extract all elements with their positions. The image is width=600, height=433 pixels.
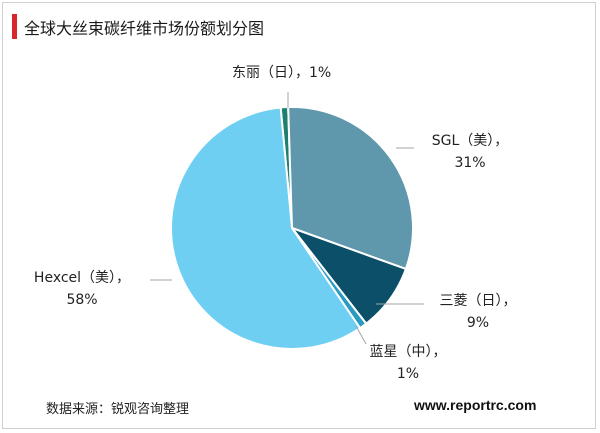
title-accent-bar <box>12 14 17 39</box>
label-sgl: SGL（美）， 31% <box>420 130 520 174</box>
label-toray-text: 东丽（日），1% <box>232 65 332 81</box>
label-bluestar: 蓝星（中）， 1% <box>358 341 458 385</box>
label-mitsubishi-name: 三菱（日）， <box>439 293 517 309</box>
label-bluestar-value: 1% <box>396 366 420 382</box>
slice-hexcel <box>170 106 362 351</box>
label-sgl-name: SGL（美）， <box>431 133 509 149</box>
label-sgl-value: 31% <box>454 155 486 171</box>
website-url: www.reportrc.com <box>414 397 537 413</box>
label-mitsubishi-value: 9% <box>466 315 490 331</box>
label-bluestar-name: 蓝星（中）， <box>369 344 447 360</box>
label-toray: 东丽（日），1% <box>232 62 331 84</box>
label-hexcel-name: Hexcel（美）， <box>33 270 131 286</box>
chart-frame <box>2 2 596 429</box>
slice-sgl <box>287 106 414 271</box>
label-hexcel-value: 58% <box>66 292 98 308</box>
source-note: 数据来源：锐观咨询整理 <box>46 402 190 417</box>
chart-title: 全球大丝束碳纤维市场份额划分图 <box>24 19 265 38</box>
label-mitsubishi: 三菱（日）， 9% <box>428 290 528 334</box>
leader-bluestar <box>355 325 367 345</box>
label-hexcel: Hexcel（美）， 58% <box>12 267 152 311</box>
